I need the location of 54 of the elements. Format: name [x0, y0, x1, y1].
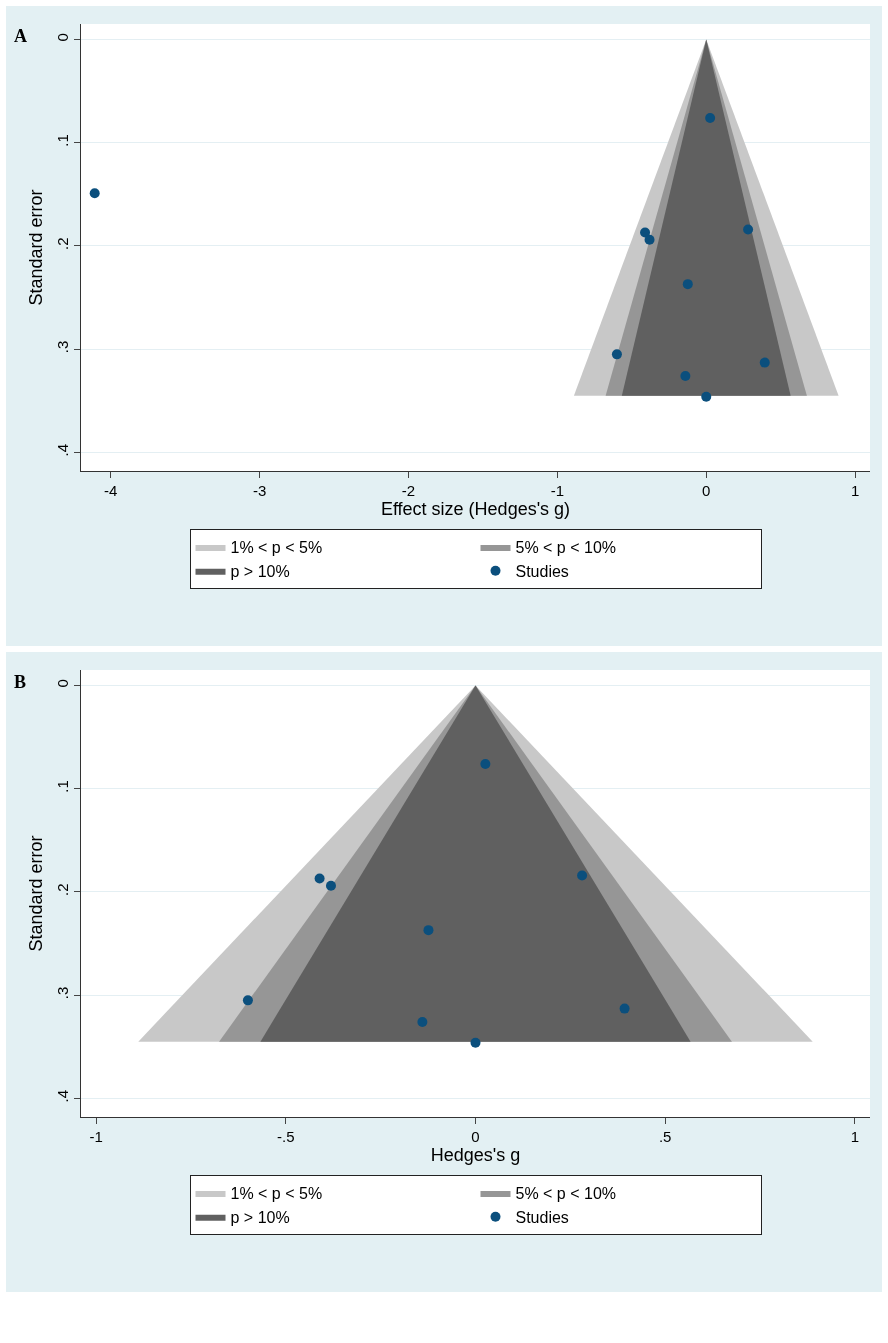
legend-label: 1% < p < 5% [230, 539, 323, 557]
x-tick-label: -1 [550, 482, 565, 499]
point [89, 188, 100, 199]
y-tick-label: .2 [54, 883, 71, 896]
y-tick-label: .1 [54, 134, 71, 147]
point [705, 112, 716, 123]
x-tick-label: 1 [850, 482, 860, 499]
x-tick-label: 0 [471, 1128, 480, 1145]
point [640, 227, 651, 238]
x-tick-label: -1 [89, 1128, 103, 1145]
y-tick-label: .2 [54, 237, 71, 250]
x-tick-label: .5 [658, 1128, 672, 1145]
point [470, 1037, 481, 1048]
legend-label: p > 10% [230, 563, 290, 581]
point [619, 1003, 630, 1014]
legend-label: 5% < p < 10% [515, 539, 617, 557]
point [417, 1017, 428, 1028]
x-axis-title: Effect size (Hedges's g) [380, 499, 571, 520]
y-axis-title: Standard error [26, 189, 47, 306]
point [701, 391, 712, 402]
y-tick-label: .1 [54, 780, 71, 793]
legend-label: Studies [515, 563, 569, 581]
x-axis-title: Hedges's g [430, 1145, 521, 1166]
x-tick-label: -2 [401, 482, 416, 499]
point [242, 995, 253, 1006]
point [682, 279, 693, 290]
y-tick-label: 0 [54, 33, 71, 42]
x-tick-label: -.5 [277, 1128, 295, 1145]
x-tick-label: 1 [850, 1128, 859, 1145]
point [644, 234, 655, 245]
point [423, 925, 434, 936]
legend-label: 1% < p < 5% [230, 1185, 323, 1203]
point [577, 870, 588, 881]
y-tick-label: .3 [54, 986, 71, 1000]
x-tick-label: -4 [104, 482, 118, 499]
y-axis-title: Standard error [26, 835, 47, 952]
point [325, 880, 336, 891]
y-tick-label: .4 [54, 1089, 71, 1103]
y-tick-label: .3 [54, 340, 71, 354]
x-tick-label: -3 [252, 482, 267, 499]
point [314, 873, 325, 884]
point [680, 371, 691, 382]
text: B [14, 672, 27, 692]
text: A [14, 26, 27, 46]
legend-label: Studies [515, 1209, 569, 1227]
point [480, 758, 491, 769]
point [743, 224, 754, 235]
legend-label: p > 10% [230, 1209, 290, 1227]
legend-label: 5% < p < 10% [515, 1185, 617, 1203]
x-tick-label: 0 [702, 482, 711, 499]
point [611, 349, 622, 360]
y-tick-label: 0 [54, 679, 71, 688]
point [759, 357, 770, 368]
y-tick-label: .4 [54, 443, 71, 457]
